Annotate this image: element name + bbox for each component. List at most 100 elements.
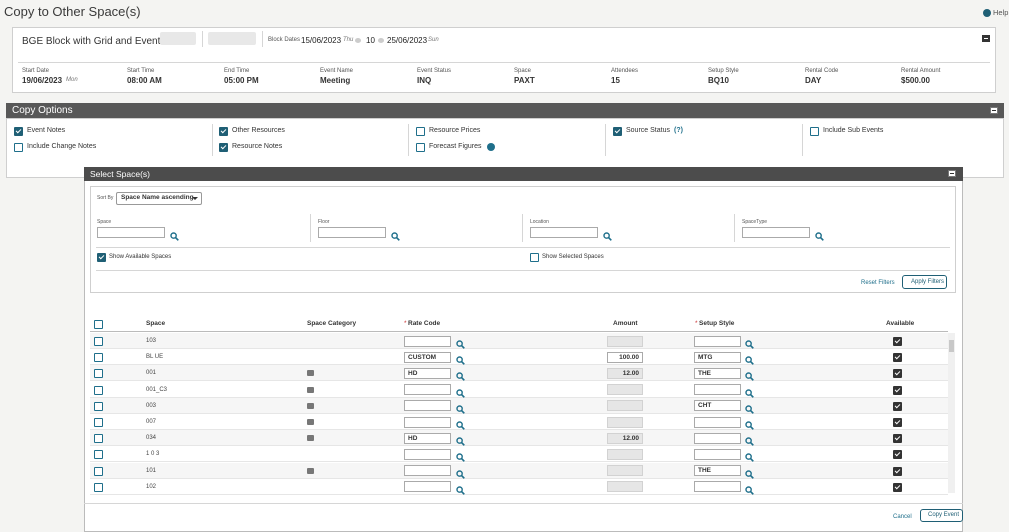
search-icon[interactable]: [456, 336, 465, 349]
divider: [408, 124, 409, 156]
search-icon[interactable]: [603, 228, 612, 241]
space-name: 034: [146, 435, 157, 442]
filter-input[interactable]: [742, 227, 810, 238]
checkbox[interactable]: [893, 369, 902, 379]
setup-style-input[interactable]: THE: [694, 465, 741, 477]
rate-code-input[interactable]: HD: [404, 432, 451, 444]
amount-field: [607, 481, 643, 493]
search-icon[interactable]: [745, 433, 754, 447]
search-icon[interactable]: [456, 368, 465, 382]
setup-style-input[interactable]: THE: [694, 367, 741, 379]
search-icon[interactable]: [456, 352, 465, 366]
checkbox[interactable]: [893, 337, 902, 346]
copy-label: Copy Event: [928, 512, 960, 518]
space-name: 101: [146, 467, 157, 474]
rate-code-input[interactable]: [404, 335, 451, 347]
checkbox[interactable]: [893, 466, 902, 476]
search-icon[interactable]: [745, 449, 754, 463]
search-icon[interactable]: [456, 433, 465, 447]
search-icon[interactable]: [456, 482, 465, 495]
checkbox[interactable]: [416, 143, 425, 152]
search-icon[interactable]: [456, 466, 465, 479]
checkbox[interactable]: [94, 353, 103, 363]
search-icon[interactable]: [745, 417, 754, 430]
scroll-thumb[interactable]: [949, 340, 954, 352]
checkbox[interactable]: [810, 127, 819, 136]
reset-filters[interactable]: Reset Filters: [861, 280, 895, 286]
checkbox[interactable]: [893, 418, 902, 427]
checkbox[interactable]: [94, 482, 103, 492]
filter-input[interactable]: [318, 227, 386, 238]
search-icon[interactable]: [456, 449, 465, 463]
checkbox[interactable]: [219, 127, 228, 136]
setup-style-input[interactable]: [694, 335, 741, 347]
checkbox[interactable]: [94, 450, 103, 460]
info-icon[interactable]: [487, 143, 495, 151]
search-icon[interactable]: [745, 336, 754, 349]
collapse-button[interactable]: [990, 107, 998, 114]
rate-code-input[interactable]: [404, 416, 451, 428]
checkbox[interactable]: [613, 127, 622, 136]
search-icon[interactable]: [745, 482, 754, 495]
checkbox[interactable]: [94, 434, 103, 444]
detail-value: BQ10: [708, 76, 729, 85]
copy-button[interactable]: [920, 509, 963, 522]
setup-style-input[interactable]: [694, 481, 741, 493]
collapse-button[interactable]: [948, 170, 956, 177]
search-glyph: [456, 356, 465, 366]
search-icon[interactable]: [815, 228, 824, 241]
setup-style-input[interactable]: CHT: [694, 400, 741, 412]
checkbox[interactable]: [94, 385, 103, 395]
search-icon[interactable]: [745, 401, 754, 414]
rate-code-input[interactable]: [404, 465, 451, 477]
option-label: Source Status: [626, 127, 670, 134]
setup-style-input[interactable]: [694, 432, 741, 444]
rate-code-input[interactable]: HD: [404, 367, 451, 379]
search-icon[interactable]: [745, 352, 754, 366]
apply-button[interactable]: [902, 275, 947, 289]
checkbox[interactable]: [14, 143, 23, 152]
setup-style-input[interactable]: [694, 416, 741, 428]
amount-field[interactable]: 100.00: [607, 351, 643, 363]
help-icon[interactable]: [983, 9, 991, 17]
sort-select[interactable]: [116, 192, 202, 205]
filter-input[interactable]: [97, 227, 165, 238]
collapse-button[interactable]: [982, 35, 990, 42]
checkbox[interactable]: [893, 450, 902, 460]
rate-code-input[interactable]: CUSTOM: [404, 351, 451, 363]
rate-code-input[interactable]: [404, 448, 451, 460]
cancel-link[interactable]: Cancel: [893, 514, 912, 520]
checkbox[interactable]: [94, 466, 103, 476]
filter-input[interactable]: [530, 227, 598, 238]
checkbox[interactable]: [94, 401, 103, 411]
checkbox[interactable]: [893, 385, 902, 395]
search-icon[interactable]: [745, 385, 754, 398]
checkbox[interactable]: [530, 253, 539, 262]
checkbox[interactable]: [893, 353, 902, 363]
checkbox[interactable]: [14, 127, 23, 136]
checkbox[interactable]: [893, 401, 902, 411]
setup-style-input[interactable]: MTG: [694, 351, 741, 363]
search-icon[interactable]: [745, 466, 754, 479]
search-glyph: [391, 232, 400, 241]
setup-style-input[interactable]: [694, 448, 741, 460]
search-icon[interactable]: [170, 228, 179, 241]
rate-code-input[interactable]: [404, 400, 451, 412]
checkbox[interactable]: [893, 434, 902, 444]
checkbox[interactable]: [94, 320, 103, 329]
rate-code-input[interactable]: [404, 481, 451, 493]
rate-code-input[interactable]: [404, 384, 451, 396]
setup-style-input[interactable]: [694, 384, 741, 396]
checkbox[interactable]: [94, 369, 103, 379]
checkbox[interactable]: [94, 337, 103, 346]
search-icon[interactable]: [456, 385, 465, 398]
checkbox[interactable]: [97, 253, 106, 262]
checkbox[interactable]: [94, 418, 103, 427]
search-icon[interactable]: [456, 417, 465, 430]
search-icon[interactable]: [456, 401, 465, 414]
search-icon[interactable]: [745, 368, 754, 382]
search-icon[interactable]: [391, 228, 400, 241]
checkbox[interactable]: [219, 143, 228, 152]
checkbox[interactable]: [416, 127, 425, 136]
checkbox[interactable]: [893, 482, 902, 492]
